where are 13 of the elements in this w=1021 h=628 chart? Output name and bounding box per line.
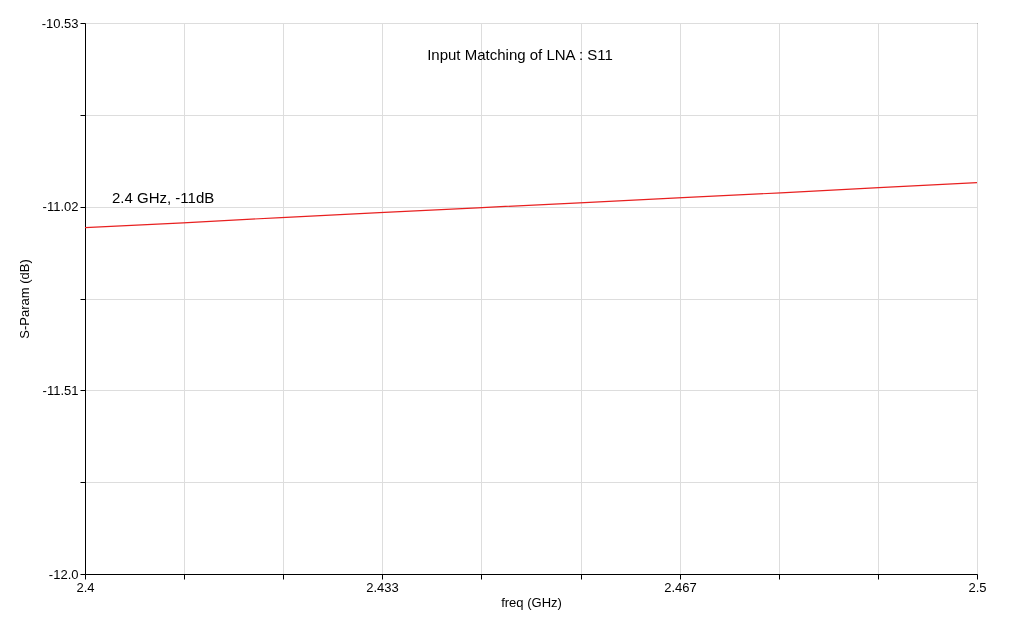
y-tick-label: -12.0 <box>48 566 79 582</box>
x-tick-label: 2.467 <box>664 579 697 595</box>
annotation: 2.4 GHz, -11dB <box>112 189 215 206</box>
x-tick-label: 2.433 <box>366 579 399 595</box>
y-tick-label: -11.51 <box>42 382 79 398</box>
y-tick-label: -11.02 <box>42 199 79 215</box>
y-axis-title: S-Param (dB) <box>16 259 32 339</box>
x-axis-title: freq (GHz) <box>501 594 562 610</box>
text: Input Matching of LNA : S11 <box>427 46 613 63</box>
line-series <box>84 182 978 229</box>
y-tick-label: -10.53 <box>41 15 79 31</box>
x-tick-label: 2.5 <box>968 579 987 595</box>
x-tick-label: 2.4 <box>76 579 95 595</box>
